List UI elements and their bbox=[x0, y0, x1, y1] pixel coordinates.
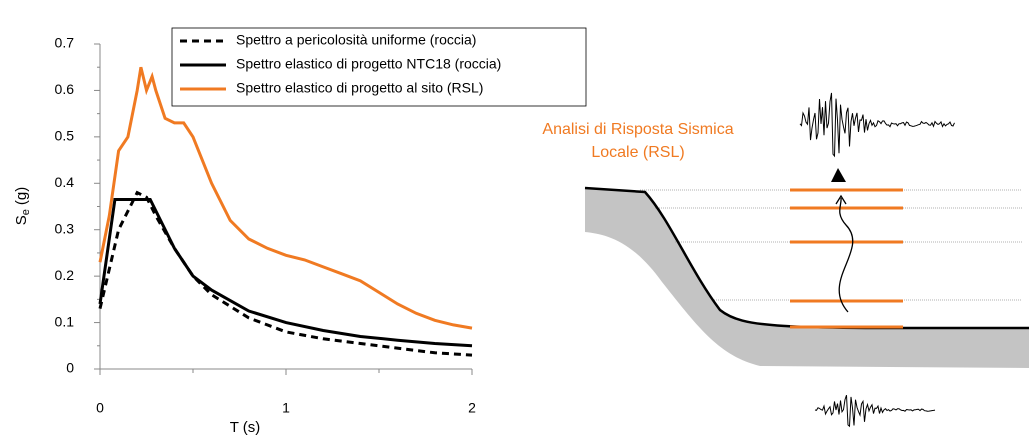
x-tick-label: 1 bbox=[282, 400, 290, 416]
legend-label: Spettro a pericolosità uniforme (roccia) bbox=[236, 32, 476, 48]
site-diagram: Analisi di Risposta Sismica Locale (RSL) bbox=[542, 92, 1029, 428]
x-axis-label: T (s) bbox=[230, 419, 261, 436]
layer-markers bbox=[790, 188, 903, 329]
y-label-main: S bbox=[13, 215, 30, 225]
legend-label: Spettro elastico di progetto NTC18 (rocc… bbox=[236, 56, 501, 72]
wave-path bbox=[838, 197, 854, 313]
series-line bbox=[98, 198, 473, 348]
y-tick-label: 0 bbox=[66, 360, 74, 376]
wave-arrowhead bbox=[835, 194, 847, 205]
x-tick-label: 0 bbox=[96, 400, 104, 416]
x-tick-label: 2 bbox=[468, 400, 476, 416]
chart: T (s) Se (g) bbox=[13, 27, 587, 436]
output-arrow bbox=[831, 168, 846, 182]
y-label-unit: (g) bbox=[13, 187, 30, 205]
y-tick-label: 0.2 bbox=[55, 267, 75, 283]
y-tick-label: 0.4 bbox=[55, 174, 75, 190]
y-tick-label: 0.7 bbox=[55, 35, 75, 51]
legend-box bbox=[171, 27, 587, 107]
y-tick-label: 0.5 bbox=[55, 128, 75, 144]
annotation: Locale (RSL) bbox=[591, 144, 684, 161]
y-axis-label: Se (g) bbox=[13, 187, 32, 225]
output-seismogram bbox=[799, 92, 955, 158]
y-label-sub: e bbox=[20, 209, 32, 215]
annotation: Analisi di Risposta Sismica bbox=[542, 121, 733, 138]
soil-layer bbox=[585, 188, 1029, 368]
y-tick-label: 0.1 bbox=[55, 313, 75, 329]
series-line bbox=[98, 190, 473, 357]
series-line bbox=[98, 66, 473, 330]
y-tick-label: 0.6 bbox=[55, 81, 75, 97]
y-tick-label: 0.3 bbox=[55, 220, 75, 236]
legend-label: Spettro elastico di progetto al sito (RS… bbox=[236, 80, 483, 96]
input-seismogram bbox=[814, 394, 936, 428]
